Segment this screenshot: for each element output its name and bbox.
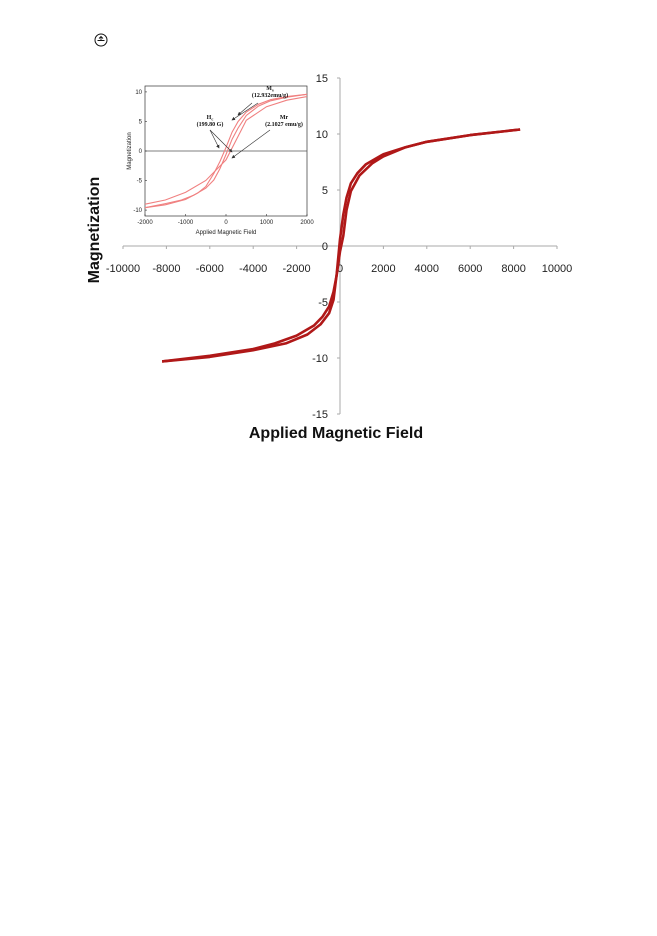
inset-x-tick-label: 2000 (300, 220, 314, 226)
inset-ticks: -2000 -1000 0 1000 2000 10 5 0 -5 -10 (133, 90, 314, 226)
inset-chart: -2000 -1000 0 1000 2000 10 5 0 -5 -10 Ms(12.932em… (127, 85, 314, 236)
main-y-tick-labels: 15 10 5 0 -5 -10 -15 (312, 73, 340, 421)
inset-annotation-arrow (209, 129, 233, 153)
main-x-tick-label: -8000 (152, 263, 180, 275)
inset-y-tick-label: 5 (139, 119, 143, 125)
inset-y-tick-label: -10 (133, 208, 142, 214)
inset-annotation-arrow (231, 129, 271, 159)
inset-y-tick-label: 0 (139, 149, 143, 155)
inset-x-tick-label: -2000 (137, 220, 153, 226)
inset-annotation-value: (199.80 G) (197, 121, 224, 128)
inset-annotation-label: Mr (280, 115, 289, 121)
inset-x-axis-title: Applied Magnetic Field (196, 230, 257, 236)
main-series-group (161, 128, 521, 363)
inset-annotation-arrow (237, 102, 253, 116)
inset-series-line-2 (144, 93, 308, 209)
main-x-tick-label: -2000 (283, 263, 311, 275)
main-x-tick-label: 10000 (542, 263, 573, 275)
inset-annotation-label: Ms (266, 86, 274, 93)
inset-series-group (144, 93, 308, 209)
inset-y-axis-title: Magnetization (127, 132, 133, 169)
inset-y-tick-label: -5 (137, 179, 143, 185)
circled-arrow-icon (94, 33, 108, 47)
main-x-axis-title: Applied Magnetic Field (249, 425, 423, 442)
main-x-tick-labels: -10000 -8000 -6000 -4000 -2000 0 2000 4000 6000 8… (106, 246, 572, 275)
inset-annotation-arrow (209, 129, 220, 149)
main-y-tick-label: 5 (322, 185, 328, 197)
inset-x-tick-label: 0 (224, 220, 228, 226)
main-x-tick-label: -4000 (239, 263, 267, 275)
hysteresis-chart: -10000 -8000 -6000 -4000 -2000 0 2000 4000 6000 8… (86, 73, 572, 442)
main-y-tick-label: 0 (322, 241, 328, 253)
main-x-tick-label: -10000 (106, 263, 140, 275)
main-series-line-2 (161, 128, 521, 363)
inset-series-line-3 (144, 96, 308, 205)
inset-annotations: Ms(12.932emu/g) Hc(199.80 G) Mr(2.1027 emu… (197, 86, 303, 159)
main-x-tick-label: 8000 (501, 263, 525, 275)
inset-x-tick-label: 1000 (260, 220, 274, 226)
inset-y-tick-label: 10 (135, 90, 142, 96)
inset-annotation-label: Hc (207, 115, 214, 122)
main-x-tick-label: 2000 (371, 263, 395, 275)
main-x-tick-label: 6000 (458, 263, 482, 275)
main-y-tick-label: 15 (316, 73, 328, 85)
main-y-tick-label: 10 (316, 129, 328, 141)
main-x-tick-label: 4000 (415, 263, 439, 275)
inset-annotation-arrow (231, 102, 259, 121)
inset-x-tick-label: -1000 (178, 220, 194, 226)
main-y-tick-label: -15 (312, 409, 328, 421)
main-y-axis-title: Magnetization (86, 177, 103, 284)
main-x-tick-label: 0 (337, 263, 343, 275)
main-y-tick-label: -10 (312, 353, 328, 365)
main-y-tick-label: -5 (318, 297, 328, 309)
inset-annotation-value: (2.1027 emu/g) (265, 121, 303, 128)
main-x-tick-label: -6000 (196, 263, 224, 275)
inset-annotation-value: (12.932emu/g) (252, 92, 288, 99)
